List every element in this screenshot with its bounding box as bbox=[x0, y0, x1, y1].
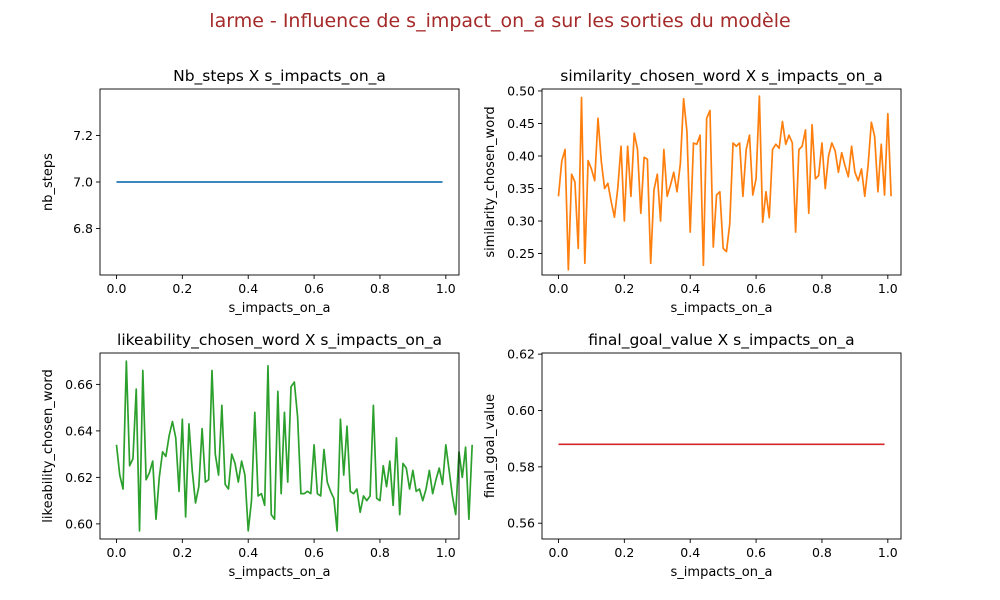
subplot-similarity-chosen-word: 0.0 0.2 0.4 0.6 0.8 1.0 0.25 0.30 0.35 0.40 0.45 0.… bbox=[483, 67, 902, 316]
x-tick-label: 0.4 bbox=[238, 545, 258, 560]
x-tick-label: 1.0 bbox=[436, 281, 456, 296]
x-tick-label: 0.8 bbox=[370, 281, 390, 296]
subplot-final-goal-value: 0.0 0.2 0.4 0.6 0.8 1.0 0.56 0.58 0.60 0.62 final_… bbox=[483, 331, 902, 580]
y-tick-label: 0.40 bbox=[507, 148, 535, 163]
x-tick-label: 0.0 bbox=[549, 281, 569, 296]
chart-title: final_goal_value X s_impacts_on_a bbox=[588, 331, 854, 350]
x-tick-label: 1.0 bbox=[878, 545, 898, 560]
subplot-nb-steps: 0.0 0.2 0.4 0.6 0.8 1.0 6.8 7.0 7.2 Nb_steps X s_… bbox=[41, 67, 460, 316]
y-tick-label: 0.30 bbox=[507, 214, 535, 229]
axes-frame bbox=[99, 352, 460, 540]
x-tick-label: 0.2 bbox=[172, 545, 192, 560]
x-tick-label: 0.6 bbox=[304, 545, 324, 560]
chart-title: similarity_chosen_word X s_impacts_on_a bbox=[560, 67, 882, 86]
x-tick-label: 0.4 bbox=[680, 545, 700, 560]
x-tick-label: 0.4 bbox=[680, 281, 700, 296]
subplot-likeability-chosen-word: 0.0 0.2 0.4 0.6 0.8 1.0 0.60 0.62 0.64 0.66 likeab… bbox=[41, 331, 474, 580]
y-tick-label: 0.50 bbox=[507, 83, 535, 98]
x-axis-label: s_impacts_on_a bbox=[229, 565, 331, 580]
y-tick-label: 0.35 bbox=[507, 181, 535, 196]
chart-title: likeability_chosen_word X s_impacts_on_a bbox=[117, 331, 442, 350]
x-tick-label: 1.0 bbox=[878, 281, 898, 296]
x-tick-label: 0.6 bbox=[304, 281, 324, 296]
chart-title: Nb_steps X s_impacts_on_a bbox=[173, 67, 386, 86]
x-tick-label: 0.0 bbox=[107, 281, 127, 296]
x-tick-label: 0.6 bbox=[746, 545, 766, 560]
x-tick-label: 0.0 bbox=[107, 545, 127, 560]
x-tick-label: 0.0 bbox=[549, 545, 569, 560]
x-tick-label: 0.4 bbox=[238, 281, 258, 296]
y-tick-label: 0.60 bbox=[507, 403, 535, 418]
x-tick-label: 0.8 bbox=[370, 545, 390, 560]
y-axis-label: final_goal_value bbox=[483, 394, 498, 498]
y-tick-label: 0.25 bbox=[507, 246, 535, 261]
y-tick-label: 0.58 bbox=[507, 459, 535, 474]
axes-frame bbox=[541, 88, 902, 276]
y-axis-label: likeability_chosen_word bbox=[41, 369, 56, 522]
x-tick-label: 1.0 bbox=[436, 545, 456, 560]
y-tick-label: 6.8 bbox=[73, 221, 93, 236]
series-line-0 bbox=[557, 95, 892, 271]
x-axis-label: s_impacts_on_a bbox=[229, 301, 331, 316]
x-tick-label: 0.2 bbox=[614, 545, 634, 560]
y-tick-label: 0.64 bbox=[65, 423, 93, 438]
y-tick-label: 7.0 bbox=[73, 175, 93, 190]
figure-suptitle: larme - Influence de s_impact_on_a sur l… bbox=[209, 10, 790, 32]
x-axis-label: s_impacts_on_a bbox=[671, 301, 773, 316]
y-tick-label: 0.62 bbox=[507, 347, 535, 362]
x-tick-label: 0.2 bbox=[614, 281, 634, 296]
y-axis-label: nb_steps bbox=[41, 153, 56, 211]
y-tick-label: 0.62 bbox=[65, 470, 93, 485]
x-tick-label: 0.8 bbox=[812, 281, 832, 296]
x-tick-label: 0.6 bbox=[746, 281, 766, 296]
x-tick-label: 0.8 bbox=[812, 545, 832, 560]
y-axis-label: similarity_chosen_word bbox=[483, 106, 498, 257]
x-tick-label: 0.2 bbox=[172, 281, 192, 296]
series-line-0 bbox=[115, 360, 474, 532]
x-axis-label: s_impacts_on_a bbox=[671, 565, 773, 580]
y-tick-label: 0.60 bbox=[65, 516, 93, 531]
axes-frame bbox=[541, 352, 902, 540]
y-tick-label: 0.66 bbox=[65, 377, 93, 392]
y-tick-label: 7.2 bbox=[73, 128, 93, 143]
y-tick-label: 0.56 bbox=[507, 516, 535, 531]
y-tick-label: 0.45 bbox=[507, 116, 535, 131]
